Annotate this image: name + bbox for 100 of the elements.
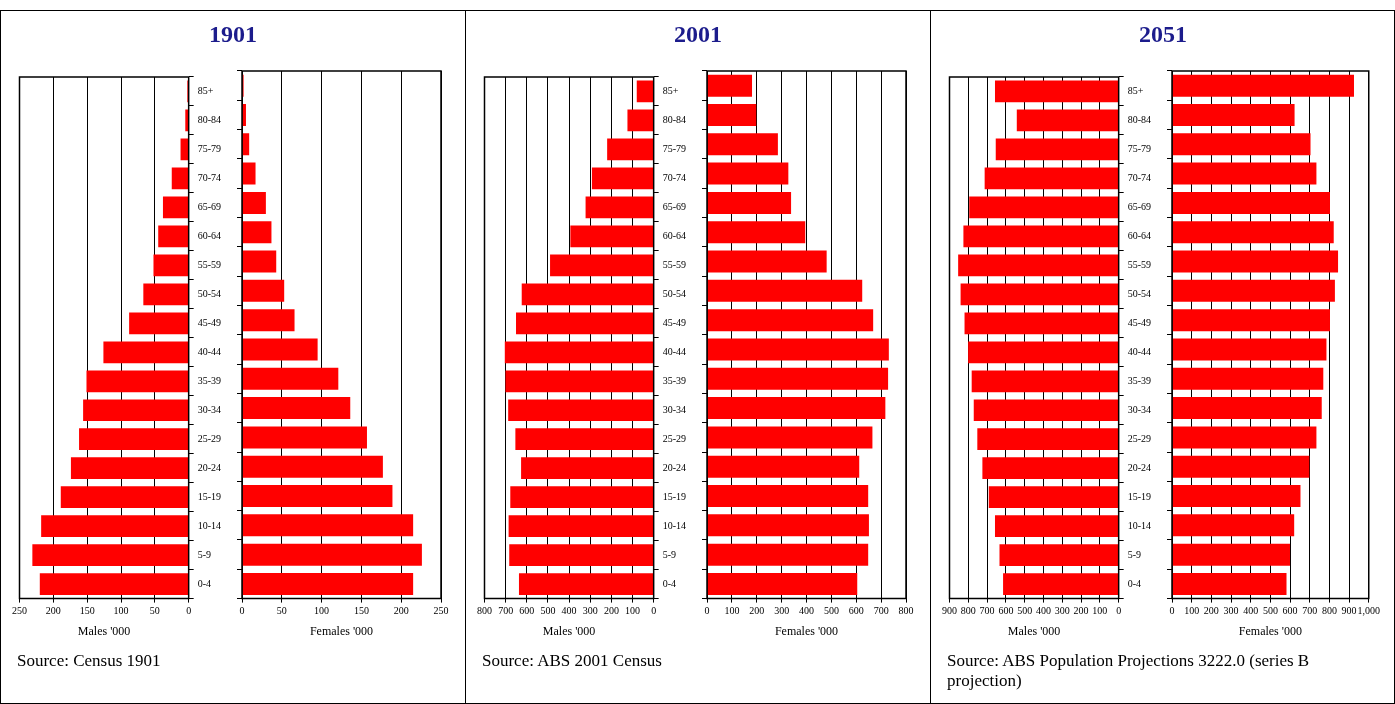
x-tick-label: 250 [12,605,27,617]
y-tick-label: 70-74 [197,172,222,184]
y-tick-label: 15-19 [1127,490,1152,502]
x-tick-label: 0 [704,605,710,617]
x-tick-label: 600 [848,605,864,617]
y-tick-label: 0-4 [197,577,212,589]
y-tick-label: 55-59 [197,258,222,270]
x-tick-label: 300 [1223,605,1239,617]
x-tick-label: 1,000 [1357,605,1380,617]
y-tick-label: 70-74 [1127,172,1152,184]
y-tick-label: 55-59 [662,258,687,270]
y-tick-label: 65-69 [197,201,222,213]
x-tick-label: 800 [477,605,492,617]
x-tick-label: 100 [113,605,129,617]
x-tick-label: 0 [186,605,192,617]
x-tick-label: 400 [1035,605,1051,617]
y-tick-label: 35-39 [197,374,222,386]
y-tick-label: 60-64 [662,230,687,241]
x-tick-label: 700 [873,605,889,617]
x-tick-label: 600 [1282,605,1298,617]
x-tick-label: 200 [603,605,619,617]
y-tick-label: 30-34 [197,403,222,415]
y-tick-label: 5-9 [662,548,677,560]
x-tick-label: 800 [960,605,976,617]
y-tick-label: 15-19 [662,490,687,502]
x-tick-label: 500 [1262,605,1278,617]
x-tick-label: 400 [1243,605,1259,617]
y-tick-label: 75-79 [1127,143,1152,155]
y-tick-label: 35-39 [662,374,687,386]
x-tick-label: 200 [1203,605,1219,617]
x-tick-label: 600 [519,605,535,617]
y-tick-label: 35-39 [1127,374,1152,386]
y-tick-label: 55-59 [1127,258,1152,270]
x-tick-label: 900 [942,605,957,617]
x-tick-label: 100 [314,605,330,617]
x-axis-title: Males '000 [77,623,131,638]
y-tick-label: 5-9 [1127,548,1142,560]
y-tick-label: 25-29 [1127,432,1152,444]
x-tick-label: 0 [239,605,245,617]
y-tick-label: 5-9 [197,548,212,560]
y-tick-label: 20-24 [662,461,687,473]
y-tick-label: 25-29 [197,432,222,444]
x-tick-label: 0 [1169,605,1175,617]
y-tick-label: 15-19 [197,490,222,502]
x-axis-title: Males '000 [1007,623,1061,638]
x-tick-label: 150 [79,605,95,617]
x-tick-label: 700 [979,605,995,617]
x-tick-label: 300 [1054,605,1070,617]
y-tick-label: 85+ [662,85,679,97]
y-tick-label: 45-49 [662,316,687,328]
y-tick-label: 20-24 [197,461,222,473]
chart-title: 2001 [673,21,723,48]
x-tick-label: 100 [1184,605,1200,617]
y-tick-label: 75-79 [662,143,687,155]
x-tick-label: 100 [625,605,641,617]
x-tick-label: 50 [276,605,287,617]
y-tick-label: 50-54 [197,287,222,299]
y-tick-label: 75-79 [197,143,222,155]
y-tick-label: 70-74 [662,172,687,184]
y-tick-label: 50-54 [662,287,687,299]
y-tick-label: 85+ [1127,85,1144,97]
y-tick-label: 0-4 [662,577,677,589]
y-tick-label: 10-14 [662,519,687,531]
y-tick-label: 45-49 [197,316,222,328]
y-tick-label: 80-84 [1127,114,1152,126]
y-tick-label: 20-24 [1127,461,1152,473]
x-tick-label: 0 [651,605,657,617]
x-tick-label: 200 [45,605,61,617]
y-tick-label: 40-44 [197,345,222,357]
x-axis-title: Males '000 [542,623,596,638]
y-tick-label: 50-54 [1127,287,1152,299]
x-tick-label: 100 [724,605,740,617]
y-tick-label: 60-64 [1127,230,1152,241]
x-tick-label: 700 [1302,605,1318,617]
y-tick-label: 80-84 [197,114,222,126]
source-note: Source: Census 1901 [17,651,162,671]
y-tick-label: 40-44 [662,345,687,357]
x-tick-label: 200 [393,605,409,617]
y-tick-label: 10-14 [1127,519,1152,531]
y-tick-label: 10-14 [197,519,222,531]
x-tick-label: 500 [1017,605,1033,617]
y-tick-label: 30-34 [1127,403,1152,415]
x-tick-label: 800 [898,605,914,617]
x-tick-label: 400 [561,605,577,617]
chart-title: 1901 [208,21,258,48]
x-tick-label: 400 [799,605,814,617]
y-tick-label: 30-34 [662,403,687,415]
x-tick-label: 100 [1092,605,1108,617]
y-tick-label: 45-49 [1127,316,1152,328]
chart-title: 2051 [1138,21,1188,48]
x-tick-label: 600 [998,605,1014,617]
x-tick-label: 500 [823,605,839,617]
y-tick-label: 0-4 [1127,577,1142,589]
x-axis-title: Females '000 [774,623,839,638]
x-tick-label: 900 [1341,605,1357,617]
x-tick-label: 50 [149,605,160,617]
y-tick-label: 40-44 [1127,345,1152,357]
x-tick-label: 200 [1073,605,1089,617]
y-tick-label: 65-69 [662,201,687,213]
x-tick-label: 150 [353,605,369,617]
